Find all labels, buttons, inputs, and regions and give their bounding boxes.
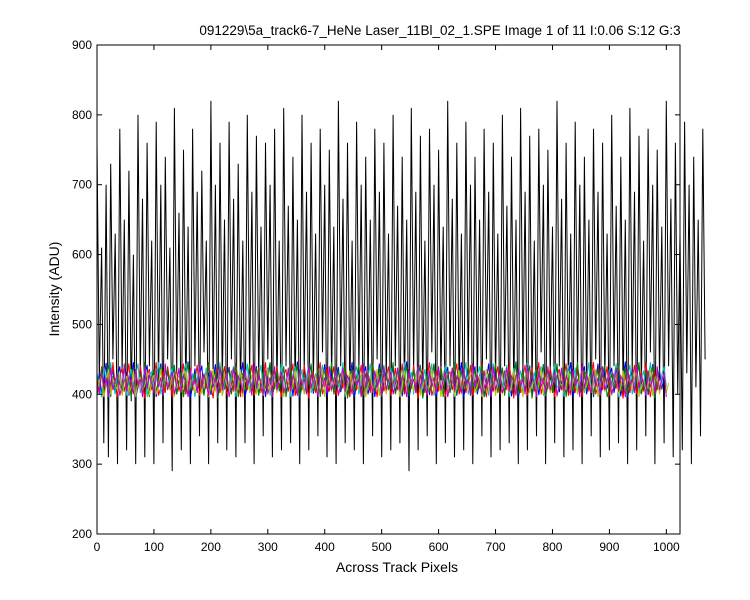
x-tick-label: 100 [144, 540, 164, 554]
tick-layer: 0 100 200 300 400 500 600 700 800 900 1000 200 300 40… [72, 38, 680, 554]
x-tick-label: 500 [372, 540, 392, 554]
y-tick-label: 700 [72, 178, 92, 192]
x-tick-label: 900 [599, 540, 619, 554]
y-tick-label: 400 [72, 387, 92, 401]
x-tick-label: 800 [542, 540, 562, 554]
chart-title: 091229\5a_track6-7_HeNe Laser_11Bl_02_1.… [199, 23, 680, 38]
x-tick-label: 200 [201, 540, 221, 554]
y-tick-label: 300 [72, 457, 92, 471]
y-tick-label: 600 [72, 248, 92, 262]
x-tick-label: 0 [94, 540, 101, 554]
series-layer [96, 100, 706, 472]
y-tick-label: 800 [72, 108, 92, 122]
y-tick-label: 500 [72, 317, 92, 331]
y-axis-label: Intensity (ADU) [46, 242, 62, 337]
x-axis-label: Across Track Pixels [336, 559, 458, 575]
y-tick-label: 900 [72, 38, 92, 52]
series-line-7 [96, 363, 667, 398]
x-tick-label: 600 [429, 540, 449, 554]
plot-frame [96, 44, 681, 535]
x-tick-label: 400 [315, 540, 335, 554]
x-tick-label: 300 [258, 540, 278, 554]
x-tick-label: 1000 [653, 540, 680, 554]
y-tick-label: 200 [72, 527, 92, 541]
x-tick-label: 700 [486, 540, 506, 554]
series-line-1 [96, 100, 706, 472]
series-line-4 [96, 362, 660, 399]
